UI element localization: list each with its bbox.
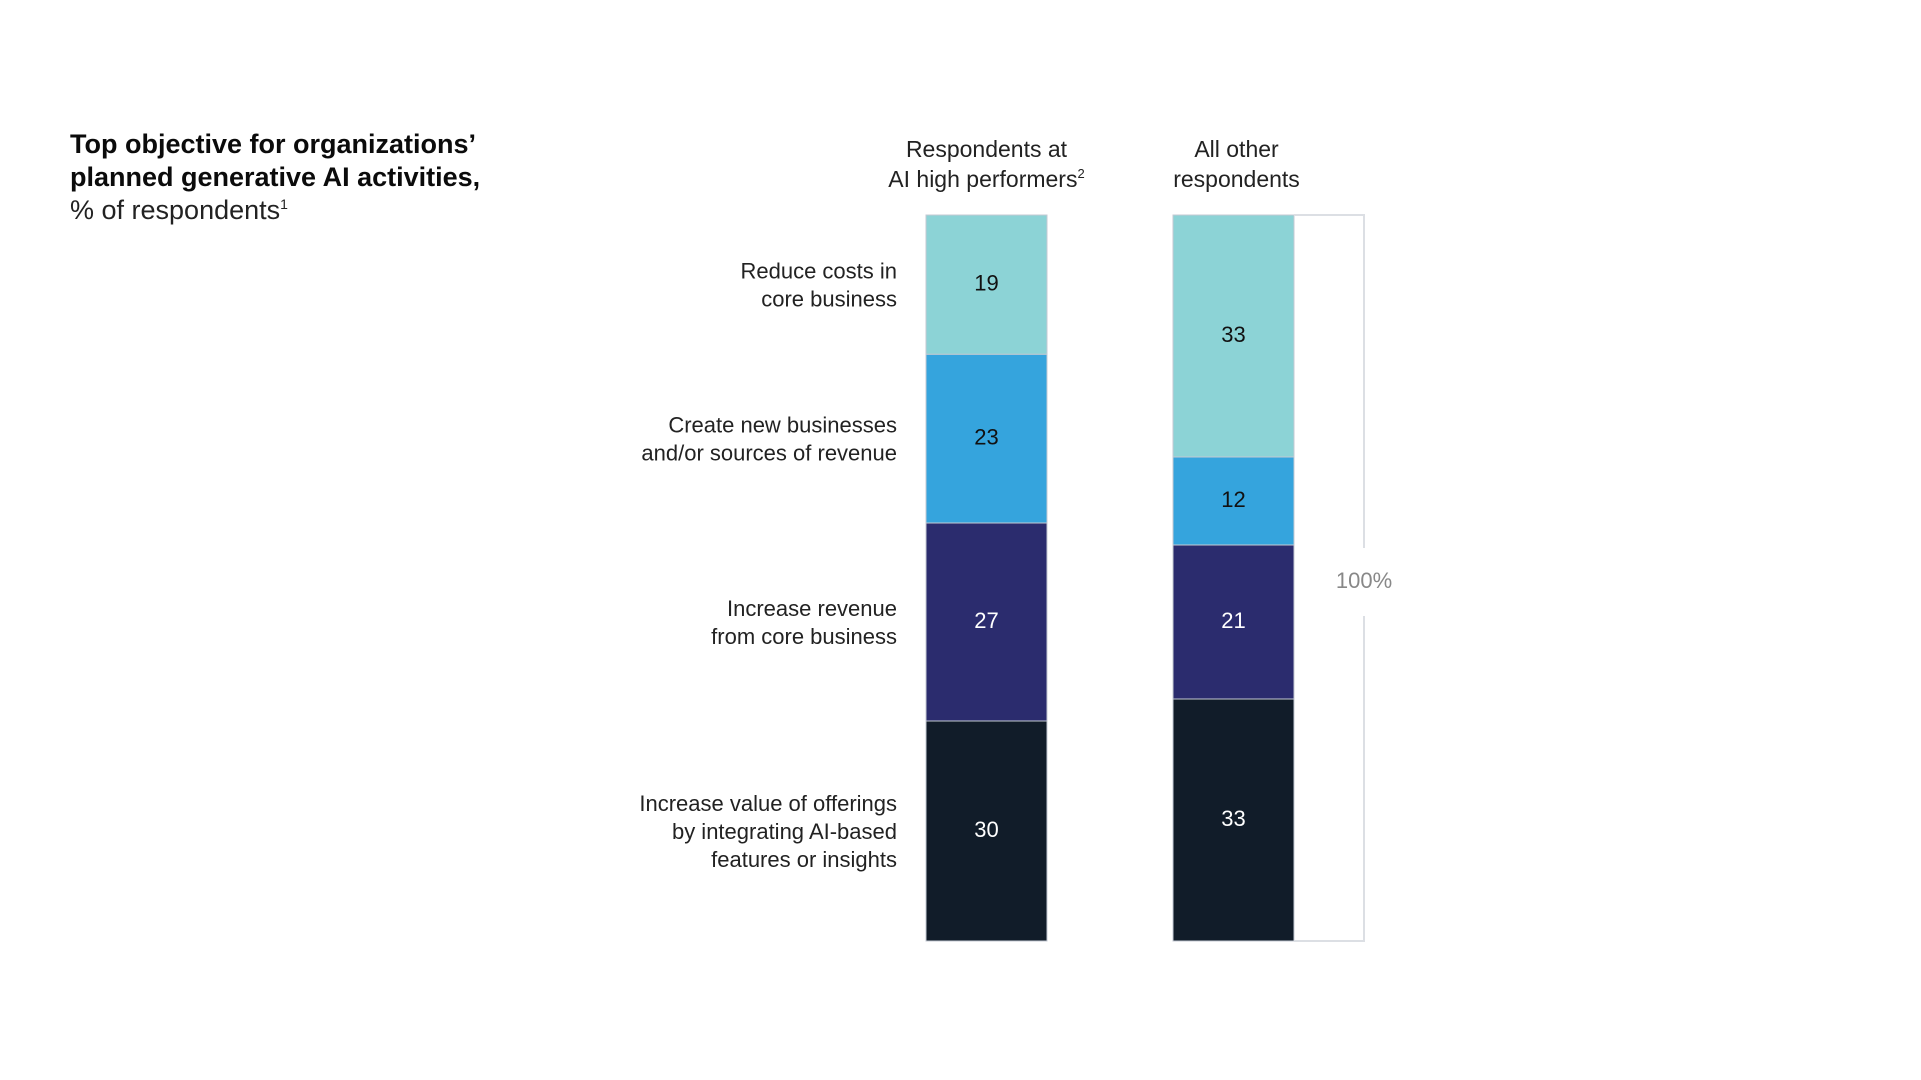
bar-segment-col1-s0 (1172, 214, 1295, 458)
data-label-col1-s0: 33 (1221, 322, 1245, 347)
bar-segment-col0-s3 (925, 720, 1048, 942)
column-header-1-line-0: All other (1194, 136, 1279, 162)
column-header-0-line-0: Respondents at (906, 136, 1068, 162)
data-label-col0-s0: 19 (974, 270, 998, 295)
chart-subtitle: % of respondents1 (70, 194, 550, 227)
column-header-0-note: 2 (1077, 166, 1084, 181)
category-label-2-line-0: Increase revenue (727, 596, 897, 621)
chart-title-line-1: Top objective for organizations’ (70, 129, 477, 159)
data-label-col1-s2: 21 (1221, 608, 1245, 633)
data-label-col0-s2: 27 (974, 608, 998, 633)
category-label-1-line-1: and/or sources of revenue (641, 441, 897, 466)
chart-subtitle-text: % of respondents (70, 195, 281, 225)
category-label-3-line-0: Increase value of offerings (639, 791, 897, 816)
column-header-1-line-1: respondents (1173, 166, 1300, 192)
total-bracket-bottom (1294, 616, 1365, 942)
category-label-2-line-1: from core business (711, 624, 897, 649)
category-label-0-line-1: core business (761, 287, 897, 312)
category-label-0-line-0: Reduce costs in (740, 259, 897, 284)
chart-subtitle-note: 1 (280, 196, 288, 212)
data-label-col0-s1: 23 (974, 424, 998, 449)
category-label-1-line-0: Create new businesses (668, 413, 897, 438)
category-label-3-line-1: by integrating AI-based (672, 819, 897, 844)
total-label: 100% (1336, 568, 1392, 593)
data-label-col0-s3: 30 (974, 817, 998, 842)
bar-segment-col1-s1 (1172, 456, 1295, 546)
total-bracket-top (1294, 214, 1365, 548)
category-label-3-line-2: features or insights (711, 847, 897, 872)
bar-segment-col1-s2 (1172, 544, 1295, 700)
bar-segment-col1-s3 (1172, 698, 1295, 942)
column-header-0-line-1: AI high performers2 (888, 166, 1084, 192)
bar-segment-col0-s2 (925, 522, 1048, 722)
bar-segment-col0-s1 (925, 353, 1048, 524)
chart-title-block: Top objective for organizations’ planned… (70, 128, 550, 227)
chart-title-line-2: planned generative AI activities, (70, 162, 481, 192)
data-label-col1-s3: 33 (1221, 806, 1245, 831)
data-label-col1-s1: 12 (1221, 487, 1245, 512)
